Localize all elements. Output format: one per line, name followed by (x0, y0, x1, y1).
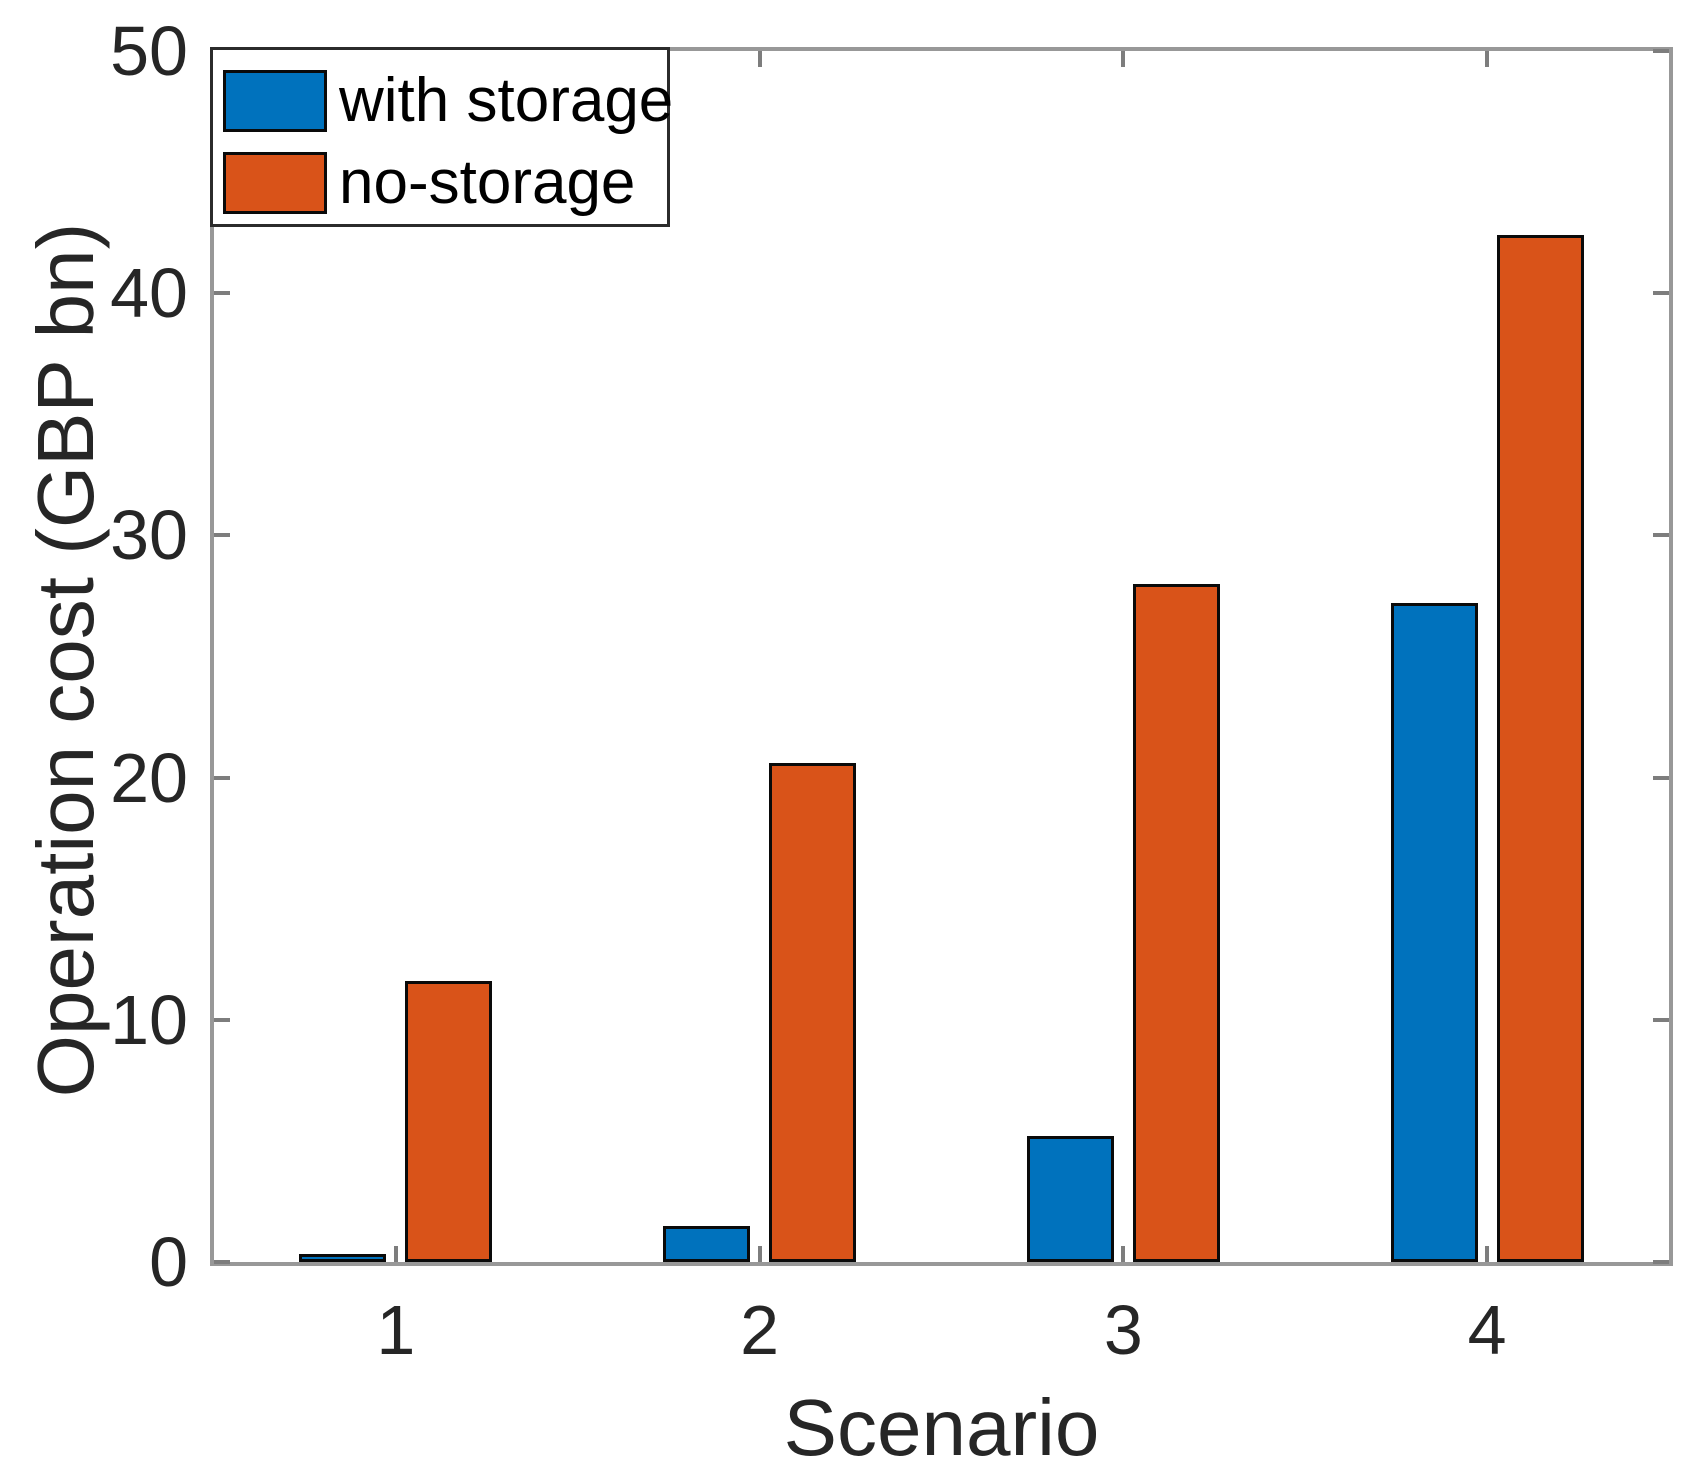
y-tick-mark-right (1653, 775, 1669, 780)
bar-with-storage-scenario-1 (299, 1253, 387, 1262)
y-tick-label: 50 (110, 12, 188, 90)
x-tick-mark (393, 1246, 398, 1262)
y-tick-mark-right (1653, 291, 1669, 296)
x-tick-mark (1485, 1246, 1490, 1262)
x-tick-mark (757, 1246, 762, 1262)
plot-area: with storage no-storage (210, 47, 1673, 1266)
bar-with-storage-scenario-2 (663, 1225, 751, 1262)
bar-no-storage-scenario-4 (1496, 235, 1584, 1262)
legend-item-with-storage: with storage (223, 70, 673, 132)
bar-no-storage-scenario-2 (769, 763, 857, 1262)
y-tick-label: 30 (110, 496, 188, 575)
y-tick-label: 0 (149, 1223, 188, 1301)
bar-no-storage-scenario-1 (405, 981, 493, 1262)
y-tick-label: 10 (110, 980, 188, 1059)
y-tick-mark-right (1653, 1017, 1669, 1022)
y-tick-mark-right (1653, 533, 1669, 538)
bar-with-storage-scenario-4 (1390, 603, 1478, 1262)
legend-swatch-with-storage (223, 70, 327, 132)
x-axis-label: Scenario (783, 1383, 1100, 1472)
legend: with storage no-storage (210, 47, 673, 227)
bar-no-storage-scenario-3 (1132, 583, 1220, 1262)
y-tick-mark-right (1653, 1260, 1669, 1264)
bar-with-storage-scenario-3 (1026, 1136, 1114, 1262)
y-tick-mark (214, 291, 230, 296)
y-tick-label: 40 (110, 254, 188, 333)
y-tick-mark (214, 775, 230, 780)
x-tick-label: 1 (376, 1291, 416, 1369)
legend-label-with-storage: with storage (339, 66, 674, 135)
legend-item-no-storage: no-storage (223, 152, 667, 214)
x-tick-mark-top (757, 51, 762, 67)
x-tick-label: 4 (1467, 1291, 1507, 1369)
legend-swatch-no-storage (223, 152, 327, 214)
y-tick-label: 20 (110, 738, 188, 817)
y-tick-mark (214, 533, 230, 538)
y-tick-mark (214, 1260, 230, 1264)
x-tick-mark (1121, 1246, 1126, 1262)
y-tick-mark (214, 1017, 230, 1022)
legend-label-no-storage: no-storage (339, 148, 636, 217)
x-tick-mark-top (1485, 51, 1490, 67)
x-tick-label: 2 (740, 1291, 780, 1369)
x-tick-label: 3 (1103, 1291, 1143, 1369)
y-tick-mark-right (1653, 49, 1669, 53)
x-tick-mark-top (1121, 51, 1126, 67)
y-axis-label: Operation cost (GBP bn) (21, 222, 110, 1098)
